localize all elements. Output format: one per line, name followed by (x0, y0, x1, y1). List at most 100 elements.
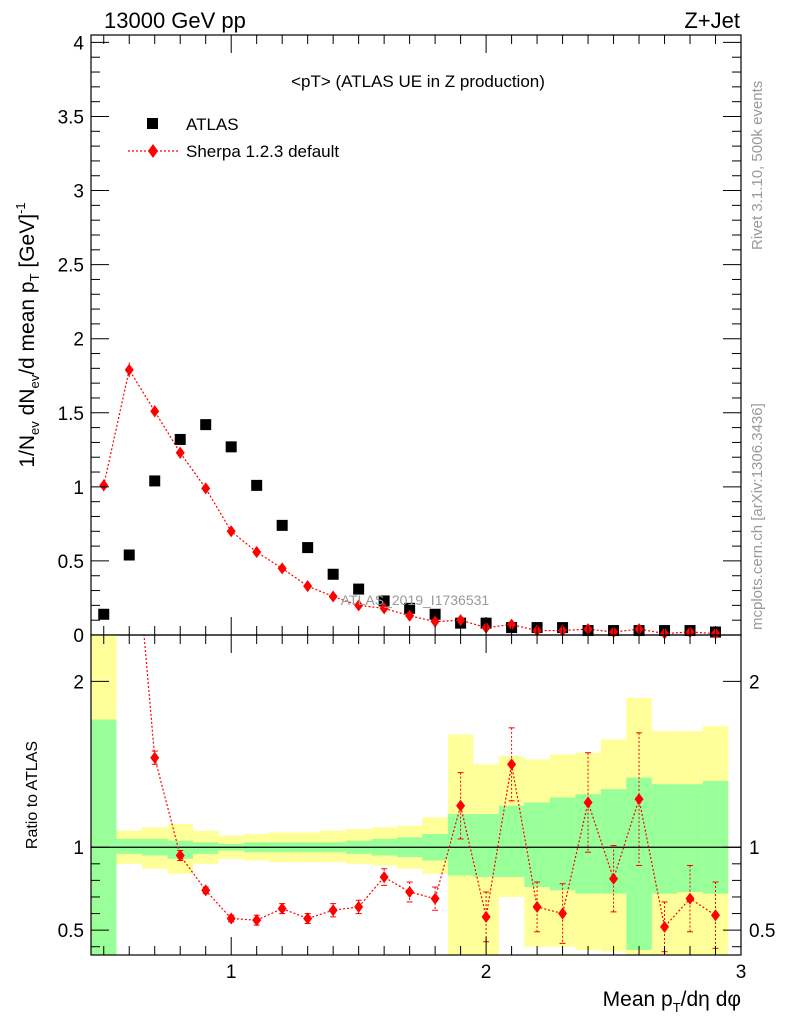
atlas-point (404, 602, 416, 614)
uncertainty-band-inner (524, 802, 550, 888)
ratio-point (328, 904, 338, 917)
main-panel: 0 0.5 1 1.5 2 2.5 3 3.5 4 <pT> (ATLAS UE in Z pr… (13, 33, 742, 647)
sherpa-point (328, 590, 338, 603)
atlas-point (429, 608, 441, 620)
uncertainty-band-inner (677, 784, 703, 892)
uncertainty-band-inner (575, 794, 601, 894)
sherpa-point (277, 562, 287, 575)
atlas-point (149, 475, 161, 487)
ratio-ylabel: Ratio to ATLAS (24, 741, 41, 849)
xlabel: Mean pT/dη dφ (603, 988, 741, 1015)
ratio-panel: 0.5 0.5 1 1 2 2 1 2 3 Ratio to ATLAS Mean pT/dη … (24, 634, 775, 1015)
ratio-point (277, 902, 287, 915)
y-tick-label: 4 (73, 33, 84, 54)
uncertainty-band-inner (116, 838, 142, 854)
uncertainty-band-inner (549, 797, 576, 891)
sherpa-point (201, 482, 211, 495)
atlas-point (98, 608, 110, 620)
y-tick-label: 2.5 (58, 256, 84, 277)
y-tick-label: 3.5 (58, 107, 84, 128)
ratio-y-tick-label-left: 1 (73, 838, 84, 859)
legend-sherpa-label: Sherpa 1.2.3 default (186, 142, 339, 161)
ratio-point (252, 914, 262, 927)
atlas-point (302, 542, 314, 554)
sherpa-point (354, 599, 364, 612)
sherpa-point (430, 615, 440, 628)
ratio-point (354, 900, 364, 913)
ratio-y-tick-label-right: 2 (749, 672, 760, 693)
sherpa-point (252, 546, 262, 559)
sherpa-point (379, 602, 389, 615)
ratio-frame (90, 634, 742, 956)
legend-sherpa-marker (148, 144, 158, 158)
ratio-series (143, 635, 721, 953)
sherpa-point (507, 618, 517, 631)
main-ticks: 0 0.5 1 1.5 2 2.5 3 3.5 4 (58, 33, 742, 647)
ratio-point (507, 758, 517, 771)
ratio-point (379, 871, 389, 884)
ratio-point (558, 907, 568, 920)
ratio-point (583, 796, 593, 809)
atlas-point (378, 595, 390, 607)
ratio-point (175, 849, 185, 862)
ratio-point (150, 751, 160, 764)
sherpa-point (150, 405, 160, 418)
ratio-ticks: 0.5 0.5 1 1 2 2 1 2 3 (58, 635, 775, 983)
atlas-point (353, 583, 365, 595)
y-tick-label: 1.5 (58, 404, 84, 425)
y-tick-label: 0.5 (58, 552, 84, 573)
atlas-point (200, 419, 212, 431)
ratio-point (660, 920, 670, 933)
ratio-point (532, 900, 542, 913)
legend-atlas-label: ATLAS (186, 115, 239, 134)
sherpa-point (456, 614, 466, 627)
uncertainty-band-inner (651, 784, 678, 894)
legend-atlas-marker (147, 118, 158, 129)
x-tick-label: 1 (226, 962, 237, 983)
x-tick-label: 3 (736, 962, 747, 983)
x-tick-label: 2 (481, 962, 492, 983)
atlas-point (174, 433, 186, 445)
ratio-point (456, 799, 466, 812)
sherpa-point (99, 479, 109, 492)
header-left: 13000 GeV pp (104, 8, 246, 33)
mcplots-label: mcplots.cern.ch [arXiv:1306.3436] (749, 403, 766, 630)
ratio-y-tick-label-right: 0.5 (749, 921, 775, 942)
rivet-label: Rivet 3.1.10, 500k events (749, 81, 766, 250)
ratio-bands (91, 635, 729, 955)
ratio-point (430, 892, 440, 905)
main-ylabel: 1/Nev dNev/d mean pT [GeV]-1 (13, 202, 42, 467)
atlas-point (276, 519, 288, 531)
ratio-point (609, 872, 619, 885)
y-tick-label: 0 (73, 626, 84, 647)
ratio-point (226, 912, 236, 925)
uncertainty-band-inner (473, 814, 499, 878)
sherpa-point (303, 580, 313, 593)
atlas-point (123, 549, 135, 561)
ratio-point (685, 892, 695, 905)
ratio-point (201, 884, 211, 897)
ratio-point (405, 885, 415, 898)
ratio-y-tick-label-left: 2 (73, 672, 84, 693)
ratio-y-tick-label-right: 1 (749, 838, 760, 859)
atlas-point (327, 568, 339, 580)
sherpa-point (226, 525, 236, 538)
atlas-point (251, 479, 263, 491)
uncertainty-band-inner (91, 719, 117, 955)
sherpa-point (175, 446, 185, 459)
uncertainty-band-inner (702, 780, 729, 894)
y-tick-label: 1 (73, 478, 84, 499)
uncertainty-band-inner (192, 842, 219, 854)
ratio-point (711, 909, 721, 922)
uncertainty-band-inner (447, 814, 474, 876)
legend: ATLAS Sherpa 1.2.3 default (128, 115, 339, 161)
ratio-point (303, 912, 313, 925)
header-right: Z+Jet (684, 8, 740, 33)
y-tick-label: 2 (73, 330, 84, 351)
ratio-point (481, 910, 491, 923)
y-tick-label: 3 (73, 182, 84, 203)
sherpa-point (124, 363, 134, 376)
ratio-y-tick-label-left: 0.5 (58, 921, 84, 942)
sherpa-point (405, 609, 415, 622)
